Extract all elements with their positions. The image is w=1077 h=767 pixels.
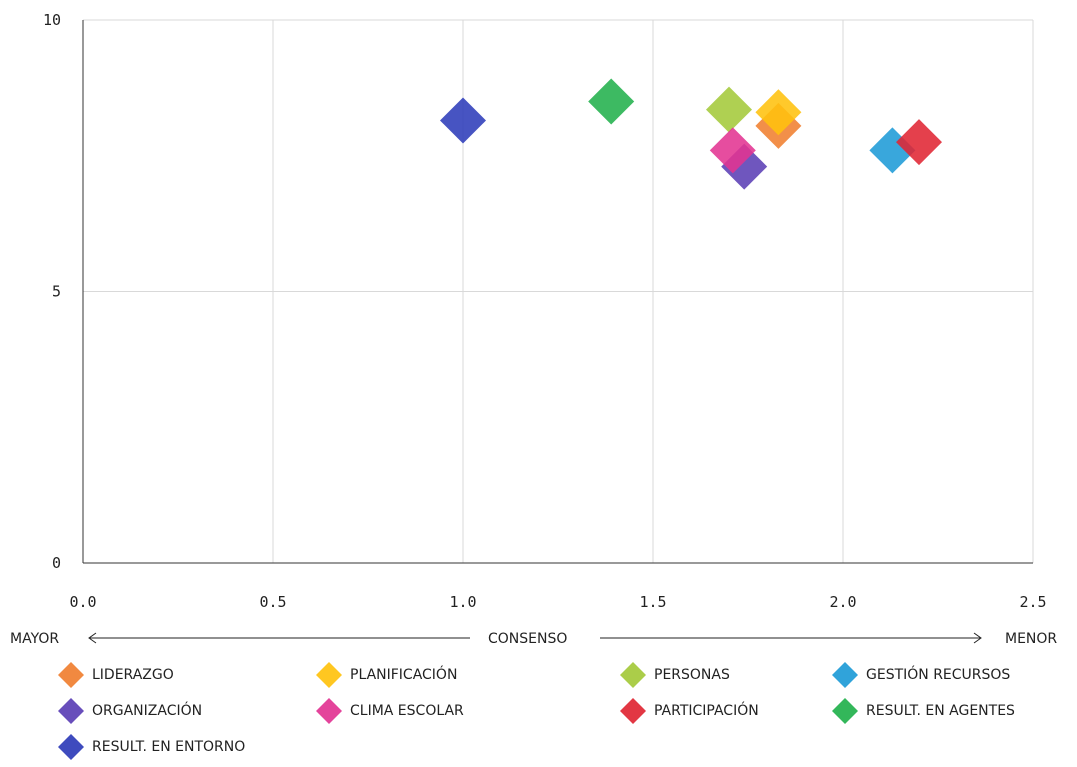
legend-label: CLIMA ESCOLAR	[350, 703, 464, 719]
legend-item: RESULT. EN ENTORNO	[56, 732, 245, 762]
diamond-icon	[316, 698, 342, 724]
legend-label: ORGANIZACIÓN	[92, 703, 203, 719]
caption-center: CONSENSO	[488, 631, 567, 647]
legend-item: ORGANIZACIÓN	[56, 696, 202, 726]
diamond-icon	[316, 662, 342, 688]
diamond-icon	[58, 698, 84, 724]
legend-item: PERSONAS	[618, 660, 730, 690]
data-points	[440, 78, 942, 190]
legend-label: LIDERAZGO	[92, 667, 174, 683]
x-tick-label: 2.0	[829, 593, 856, 611]
data-point-clima-escolar	[709, 127, 756, 174]
x-tick-label: 2.5	[1019, 593, 1046, 611]
data-point-personas	[706, 86, 752, 133]
data-point-result-en-entorno	[440, 97, 486, 144]
legend-item: CLIMA ESCOLAR	[314, 696, 464, 726]
legend-label: PARTICIPACIÓN	[654, 703, 759, 719]
legend-item: RESULT. EN AGENTES	[830, 696, 1015, 726]
diamond-icon	[832, 662, 858, 688]
scatter-chart: 0.0 0.5 1.0 1.5 2.0 2.5 0 5 10 MAYOR CONSENSO ME…	[10, 11, 1057, 647]
diamond-icon	[832, 698, 858, 724]
y-tick-label: 10	[43, 11, 61, 29]
caption-left: MAYOR	[10, 631, 59, 647]
legend-item: LIDERAZGO	[56, 660, 174, 690]
legend-label: PLANIFICACIÓN	[350, 667, 458, 683]
legend-label: RESULT. EN ENTORNO	[92, 739, 246, 755]
caption-arrowhead-left	[88, 632, 97, 644]
x-tick-label: 0.0	[69, 593, 96, 611]
grid-lines	[83, 19, 1034, 563]
data-point-result-en-agentes	[588, 78, 635, 125]
caption-arrowhead-right	[973, 632, 982, 644]
x-tick-label: 0.5	[259, 593, 286, 611]
diamond-icon	[620, 698, 646, 724]
legend-item: GESTIÓN RECURSOS	[830, 660, 1010, 690]
x-tick-label: 1.5	[639, 593, 666, 611]
caption-right: MENOR	[1005, 631, 1057, 647]
axes	[82, 20, 1033, 564]
legend-label: RESULT. EN AGENTES	[866, 703, 1015, 719]
diamond-icon	[58, 734, 84, 760]
legend-item: PARTICIPACIÓN	[618, 696, 759, 726]
y-tick-label: 0	[52, 554, 61, 572]
diamond-icon	[58, 662, 84, 688]
consensus-caption: MAYOR CONSENSO MENOR	[10, 631, 1057, 647]
tick-labels: 0.0 0.5 1.0 1.5 2.0 2.5 0 5 10	[43, 11, 1047, 611]
diamond-icon	[620, 662, 646, 688]
legend-label: PERSONAS	[654, 667, 730, 683]
data-point-planificación	[755, 89, 802, 136]
legend-item: PLANIFICACIÓN	[314, 660, 457, 690]
data-point-participación	[896, 119, 942, 166]
y-tick-label: 5	[52, 283, 61, 301]
x-tick-label: 1.0	[449, 593, 476, 611]
legend-label: GESTIÓN RECURSOS	[866, 667, 1011, 683]
